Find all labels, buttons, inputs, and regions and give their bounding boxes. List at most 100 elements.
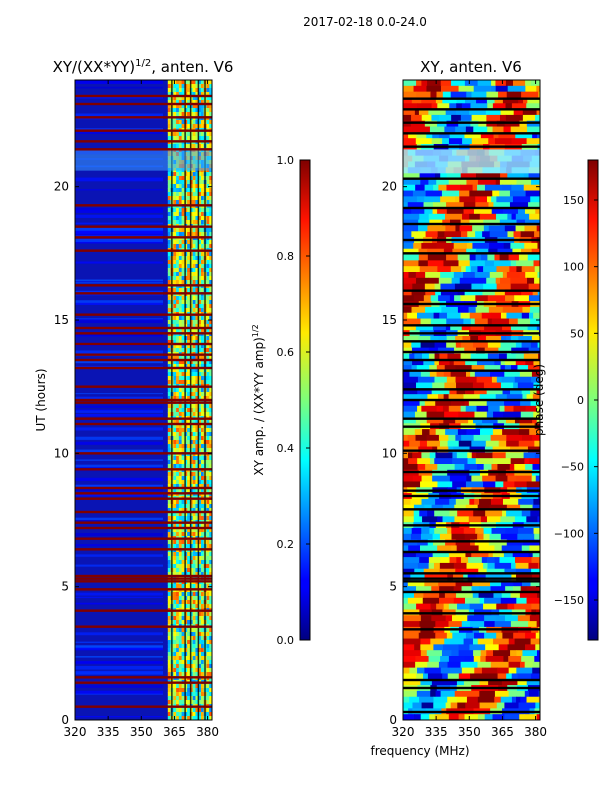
phase-cell [528, 295, 540, 302]
phase-cell [452, 452, 458, 459]
amp-cell [167, 80, 172, 85]
amp-cell [187, 504, 191, 509]
amp-cell [173, 288, 177, 293]
amp-cell [173, 380, 177, 385]
amp-cell [176, 632, 180, 637]
phase-cell [508, 318, 519, 325]
flagged-row [75, 292, 212, 295]
phase-cell [446, 341, 457, 349]
phase-cell [439, 254, 447, 261]
amp-cell [209, 420, 212, 425]
phase-cell [525, 272, 538, 279]
amp-cell [189, 636, 194, 641]
phase-cell [497, 248, 513, 256]
phase-cell [517, 533, 535, 541]
amp-cell [200, 404, 205, 409]
phase-cell [505, 114, 524, 122]
amp-cell [200, 252, 205, 257]
amp-cell [173, 512, 177, 517]
phase-cell [486, 277, 497, 285]
amp-cell [192, 640, 196, 645]
phase-cell [428, 353, 436, 360]
amp-cell [198, 228, 202, 233]
amp-cell [75, 464, 163, 468]
phase-cell [515, 225, 525, 232]
phase-cell [484, 324, 503, 331]
amp-cell [173, 96, 177, 101]
amp-cell [189, 616, 194, 621]
amp-cell [167, 656, 172, 661]
phase-cell [486, 557, 496, 564]
amp-cell [167, 300, 172, 305]
amp-cell [173, 440, 177, 445]
amp-cell [195, 276, 199, 281]
phase-cell [429, 714, 436, 720]
phase-cell [475, 196, 488, 203]
amp-cell [195, 192, 199, 197]
phase-cell [490, 434, 507, 442]
phase-cell [534, 266, 540, 273]
amp-cell [181, 444, 185, 449]
phase-cell [459, 277, 472, 285]
amp-cell [176, 532, 180, 537]
amp-cell [206, 192, 210, 197]
phase-cell [428, 213, 446, 221]
amp-cell [192, 368, 196, 373]
amp-cell [206, 104, 210, 109]
amp-cell [187, 640, 191, 645]
amp-cell [178, 556, 183, 561]
amp-cell [178, 656, 183, 661]
amp-cell [189, 688, 194, 693]
phase-cell [499, 254, 510, 261]
amp-cell [192, 320, 196, 325]
amp-cell [200, 316, 205, 321]
phase-cell [403, 696, 410, 704]
amp-cell [173, 260, 177, 265]
amp-cell [178, 308, 183, 313]
phase-cell [494, 97, 504, 104]
phase-cell [418, 336, 431, 343]
amp-cell [198, 184, 202, 189]
amp-cell [184, 584, 188, 589]
amp-cell [189, 388, 194, 393]
amp-cell [192, 176, 196, 181]
phase-cell [530, 638, 540, 645]
phase-cell [511, 696, 517, 704]
phase-cell [416, 132, 427, 139]
amp-cell [178, 300, 183, 305]
amp-cell [176, 544, 180, 549]
phase-cell [504, 365, 512, 372]
amp-cell [198, 444, 202, 449]
phase-cell [427, 394, 439, 401]
phase-cell [516, 667, 533, 675]
phase-cell [499, 405, 505, 413]
amp-cell [184, 612, 188, 617]
phase-cell [472, 592, 480, 599]
phase-cell [416, 365, 430, 372]
phase-cell [446, 202, 465, 209]
amp-cell [195, 532, 199, 537]
amp-cell [189, 712, 194, 717]
phase-cell [462, 690, 480, 698]
amp-cell [195, 432, 199, 437]
phase-cell [432, 208, 438, 215]
flagged-row [403, 449, 540, 452]
phase-cell [525, 190, 540, 197]
amp-cell [176, 356, 180, 361]
amp-cell [189, 348, 194, 353]
amp-cell [198, 464, 202, 469]
amp-cell [187, 480, 191, 485]
phase-cell [515, 132, 533, 139]
amp-cell [192, 648, 196, 653]
phase-cell [470, 318, 476, 325]
amp-cell [192, 572, 196, 577]
phase-cell [448, 679, 458, 686]
amp-cell [178, 328, 183, 333]
amp-cell [195, 668, 199, 673]
amp-cell [209, 540, 212, 545]
amp-cell [173, 500, 177, 505]
phase-cell [516, 266, 523, 273]
amp-cell [189, 108, 194, 113]
phase-cell [526, 586, 538, 593]
phase-cell [435, 690, 442, 698]
